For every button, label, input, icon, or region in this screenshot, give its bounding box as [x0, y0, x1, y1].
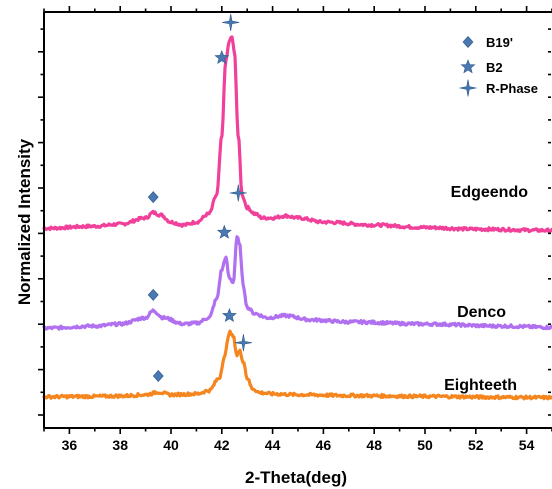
peak-marker-star-edgeendo — [214, 49, 230, 65]
x-tick-label: 40 — [163, 437, 179, 453]
x-tick-label: 42 — [214, 437, 230, 453]
x-axis-title: 2-Theta(deg) — [245, 468, 347, 487]
series-line-edgeendo — [42, 35, 552, 234]
x-tick-label: 48 — [366, 437, 382, 453]
legend: B19' B2 R-Phase — [459, 35, 538, 97]
peak-marker-four-point-star-edgeendo — [229, 184, 247, 202]
peak-marker-star-denco — [216, 224, 232, 239]
peak-marker-diamond-edgeendo — [147, 191, 159, 204]
legend-label-b19: B19' — [486, 35, 513, 50]
x-tick-label: 46 — [316, 437, 332, 453]
peak-marker-star-eighteeth — [221, 307, 237, 322]
series-label-edgeendo: Edgeendo — [451, 184, 529, 201]
peak-marker-four-point-star-edgeendo — [222, 13, 240, 31]
x-tick-label: 44 — [265, 437, 281, 453]
legend-marker-star-icon — [460, 59, 476, 74]
x-tick-label: 50 — [417, 437, 433, 453]
legend-label-r-phase: R-Phase — [486, 81, 538, 96]
series-label-denco: Denco — [457, 304, 506, 321]
series-layer — [42, 35, 552, 401]
annotation-layer — [147, 13, 252, 382]
series-line-eighteeth — [42, 329, 552, 401]
x-tick-label: 54 — [519, 437, 535, 453]
legend-marker-diamond-icon — [462, 36, 474, 48]
y-axis-title: Normalized Intensity — [15, 138, 34, 305]
peak-marker-four-point-star-eighteeth — [234, 334, 252, 352]
axis-layer: 36 38 40 42 44 46 48 50 52 54 — [38, 6, 552, 453]
legend-marker-four-point-star-icon — [459, 79, 477, 97]
x-tick-label: 36 — [62, 437, 78, 453]
legend-label-b2: B2 — [486, 60, 503, 75]
x-tick-label: 52 — [468, 437, 484, 453]
series-label-eighteeth: Eighteeth — [444, 377, 517, 394]
peak-marker-diamond-eighteeth — [152, 370, 164, 382]
x-tick-label: 38 — [112, 437, 128, 453]
series-line-denco — [42, 235, 552, 331]
peak-marker-diamond-denco — [147, 288, 159, 301]
series-label-layer: Edgeendo Denco Eighteeth — [444, 184, 528, 394]
